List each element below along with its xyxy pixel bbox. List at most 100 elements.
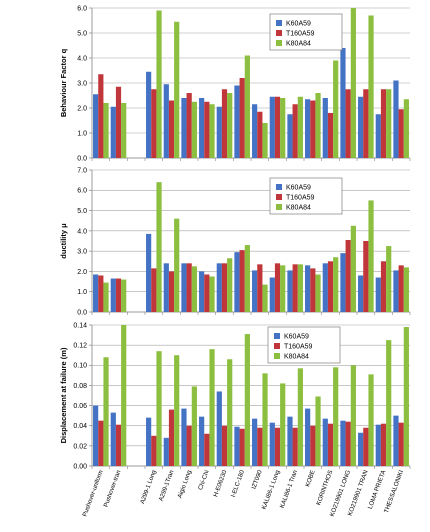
bar-k60a59 <box>234 426 240 466</box>
y-tick-label: 0.00 <box>73 463 87 470</box>
x-tick-label: Pushover-tran <box>103 469 123 508</box>
bar-t160a59 <box>168 100 175 158</box>
bar-k60a59 <box>252 418 258 466</box>
bar-k60a59 <box>269 277 275 312</box>
legend-entry: K60A59 <box>286 185 311 192</box>
bar-k80a84 <box>368 374 374 466</box>
bar-k60a59 <box>305 408 311 466</box>
bar-k80a84 <box>262 284 268 312</box>
y-tick-label: 0.12 <box>73 343 87 350</box>
bar-k80a84 <box>244 334 250 466</box>
legend-swatch <box>276 204 282 210</box>
plot-area <box>92 170 410 312</box>
bar-t160a59 <box>221 89 228 158</box>
panel-ductility: 0.0 1.0 2.0 3.0 4.0 5.0 6.0 7.0 ductility μ K60A5… <box>59 167 411 316</box>
bar-k80a84 <box>174 21 180 158</box>
bar-k80a84 <box>121 325 127 466</box>
bar-k60a59 <box>146 417 152 466</box>
bar-k80a84 <box>121 279 127 312</box>
y-tick-label: 6.0 <box>77 188 87 195</box>
x-tick-label: Aigio Long <box>176 469 193 499</box>
bar-t160a59 <box>151 268 157 312</box>
y-tick-label: 0.0 <box>77 309 87 316</box>
legend-swatch <box>276 194 282 200</box>
bar-t160a59 <box>186 425 192 466</box>
bar-k60a59 <box>110 106 116 158</box>
x-tick-label: THESSALONIKI <box>383 469 405 514</box>
bar-k60a59 <box>93 405 99 466</box>
bar-k60a59 <box>287 114 293 158</box>
y-tick-label: 4.0 <box>77 228 87 235</box>
x-tick-label: LOMA PRIETA <box>367 468 388 510</box>
bar-t160a59 <box>221 263 228 312</box>
legend-swatch <box>276 30 282 36</box>
bar-k80a84 <box>368 200 374 312</box>
bar-t160a59 <box>257 111 263 158</box>
bar-k80a84 <box>191 386 197 466</box>
bar-k60a59 <box>199 416 205 466</box>
bar-k80a84 <box>280 265 286 312</box>
y-tick-label: 2.0 <box>77 105 87 112</box>
y-tick-label: 3.0 <box>77 80 87 87</box>
bar-k60a59 <box>199 271 205 312</box>
bar-k60a59 <box>322 98 328 158</box>
bar-k60a59 <box>305 265 311 312</box>
bar-k80a84 <box>297 96 303 158</box>
y-tick-label: 0.10 <box>73 363 87 370</box>
bar-k60a59 <box>252 104 258 158</box>
legend-entry: K60A59 <box>284 334 309 341</box>
bar-t160a59 <box>168 271 175 312</box>
bar-t160a59 <box>292 427 298 466</box>
bar-k60a59 <box>375 277 381 312</box>
bar-k60a59 <box>252 270 258 312</box>
legend-swatch <box>274 353 280 359</box>
bar-k60a59 <box>234 85 240 158</box>
bar-k60a59 <box>322 263 328 312</box>
x-tick-label: KORINTHOS <box>315 469 334 506</box>
bar-k60a59 <box>93 94 99 158</box>
bar-k80a84 <box>227 359 233 466</box>
legend-entry: T160A59 <box>284 344 313 351</box>
y-axis-label: ductility μ <box>59 223 68 259</box>
bar-t160a59 <box>380 261 387 312</box>
bar-k80a84 <box>209 104 215 158</box>
legend: K60A59 T160A59 K80A84 <box>269 13 343 51</box>
bar-k60a59 <box>163 84 169 158</box>
bar-k60a59 <box>393 415 399 466</box>
bar-t160a59 <box>345 421 351 466</box>
bar-k80a84 <box>262 373 268 466</box>
bar-t160a59 <box>292 104 298 158</box>
bar-k80a84 <box>350 365 356 466</box>
bar-k80a84 <box>121 103 127 158</box>
bar-k80a84 <box>262 123 268 158</box>
y-axis-label: Displacement at failure (m) <box>59 347 68 443</box>
bar-k60a59 <box>287 416 293 466</box>
legend-entry: K80A84 <box>284 354 309 361</box>
y-axis-label: Behaviour Factor q <box>59 48 68 117</box>
bar-k80a84 <box>209 349 215 466</box>
bar-t160a59 <box>363 241 369 312</box>
bar-k60a59 <box>93 274 99 312</box>
y-tick-label: 2.0 <box>77 269 87 276</box>
bar-t160a59 <box>310 268 316 312</box>
panel-behaviour-factor: 0.0 1.0 2.0 3.0 4.0 5.0 6.0 Behaviour Factor q K… <box>59 5 411 162</box>
bar-t160a59 <box>363 89 369 158</box>
bar-t160a59 <box>327 423 334 466</box>
bar-k80a84 <box>315 93 321 158</box>
x-tick-label: Pushover-uniform <box>81 469 104 517</box>
bar-t160a59 <box>274 263 281 312</box>
bar-k60a59 <box>340 420 346 466</box>
panel-displacement: 0.00 0.02 0.04 0.06 0.08 0.10 0.12 0.14 Displace… <box>59 322 411 470</box>
bar-k60a59 <box>269 422 275 466</box>
bar-t160a59 <box>151 89 157 158</box>
bar-k60a59 <box>358 96 364 158</box>
y-tick-label: 0.14 <box>73 322 87 329</box>
bar-k60a59 <box>181 98 187 158</box>
bar-k80a84 <box>333 367 339 466</box>
bar-t160a59 <box>345 89 351 158</box>
y-tick-label: 0.04 <box>73 423 87 430</box>
x-tick-label: A299-1Tran <box>158 469 176 502</box>
legend: K60A59 T160A59 K80A84 <box>267 326 341 364</box>
bar-k80a84 <box>103 103 109 158</box>
